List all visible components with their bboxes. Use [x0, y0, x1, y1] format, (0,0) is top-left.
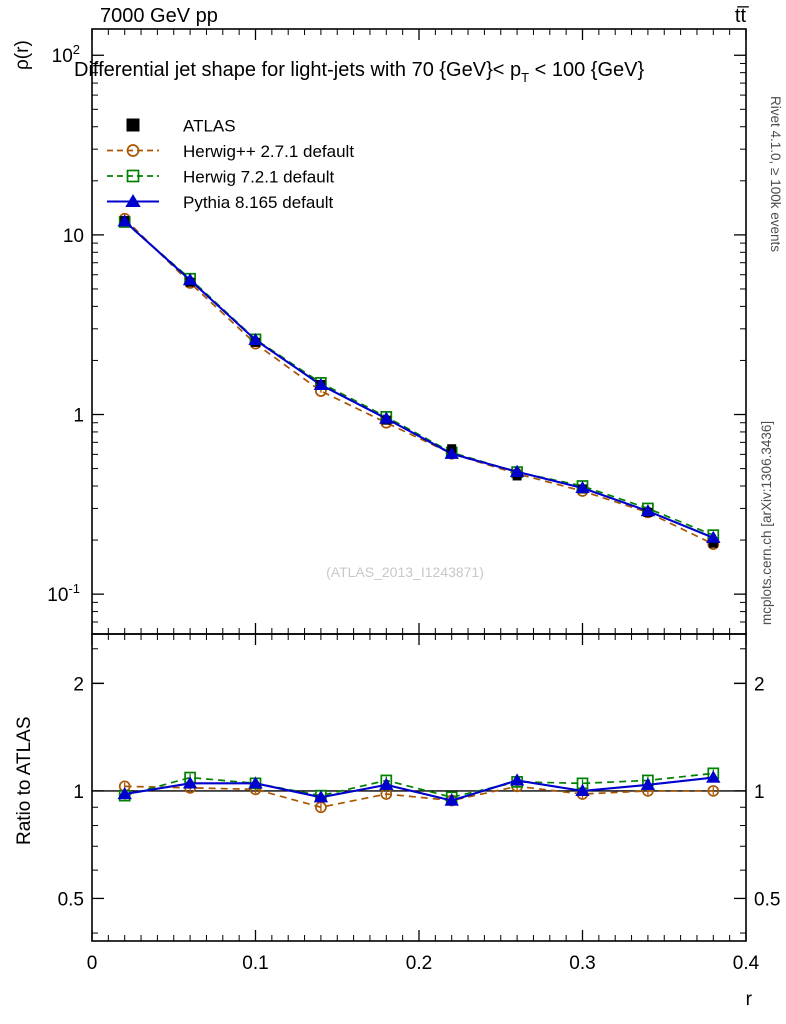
ratio-y-tick-label-right: 0.5: [754, 889, 780, 910]
x-axis-ticks: 0 0.1 0.2 0.3 0.4: [87, 29, 760, 974]
main-y-tick-label: 10: [63, 226, 84, 247]
main-y-axis-ticks: 102 10 1 10-1: [47, 42, 746, 635]
legend: ATLAS Herwig++ 2.7.1 default Herwig 7.2.1 …: [107, 117, 354, 212]
data-marker: [640, 504, 655, 517]
data-marker: [444, 446, 459, 459]
data-marker: [510, 464, 525, 477]
x-tick-label: 0.4: [733, 953, 760, 974]
legend-label: Herwig++ 2.7.1 default: [183, 142, 354, 161]
data-marker: [313, 790, 328, 803]
ratio-y-tick-label-left: 0.5: [58, 889, 84, 910]
data-marker: [183, 273, 198, 286]
data-marker: [640, 777, 655, 790]
data-marker: [126, 118, 140, 132]
rivet-version-label: Rivet 4.1.0, ≥ 100k events: [768, 96, 783, 252]
data-marker: [126, 169, 140, 183]
data-marker: [706, 770, 721, 783]
main-y-axis-label: ρ(r): [12, 40, 33, 70]
ratio-y-axis-label: Ratio to ATLAS: [14, 717, 35, 846]
process-label: tt̅: [735, 5, 749, 27]
x-tick-label: 0: [87, 953, 98, 974]
main-panel-data: [117, 212, 721, 550]
data-line: [124, 772, 714, 799]
data-line: [124, 221, 714, 536]
data-marker: [313, 378, 328, 391]
data-line: [124, 776, 714, 802]
data-marker: [575, 481, 590, 494]
ratio-y-tick-label-right: 1: [754, 782, 765, 803]
data-marker: [125, 194, 141, 208]
x-tick-label: 0.1: [242, 953, 268, 974]
data-line: [124, 785, 714, 809]
data-marker: [707, 785, 720, 797]
header: 7000 GeV pp tt̅: [100, 5, 749, 27]
ratio-y-tick-label-left: 2: [73, 674, 84, 695]
x-tick-label: 0.3: [569, 953, 595, 974]
data-line: [124, 218, 714, 545]
legend-label: ATLAS: [183, 117, 236, 136]
main-y-tick-label: 1: [73, 406, 84, 427]
x-axis-label: r: [746, 989, 753, 1010]
legend-label: Herwig 7.2.1 default: [183, 168, 334, 187]
data-marker: [379, 411, 394, 424]
data-marker: [248, 333, 263, 346]
main-y-tick-label: 10-1: [47, 581, 80, 606]
legend-label: Pythia 8.165 default: [183, 193, 334, 212]
x-tick-label: 0.2: [406, 953, 432, 974]
ratio-panel-data: [92, 767, 746, 814]
data-marker: [510, 773, 525, 786]
data-marker: [706, 530, 721, 543]
beam-energy-label: 7000 GeV pp: [100, 5, 218, 27]
plot-title: Differential jet shape for light-jets wi…: [74, 59, 644, 85]
data-marker: [575, 784, 590, 796]
data-marker: [379, 777, 394, 790]
data-line: [123, 220, 714, 539]
mcplots-reference-label: mcplots.cern.ch [arXiv:1306.3436]: [759, 421, 774, 625]
data-marker: [183, 776, 198, 789]
main-y-tick-label: 102: [52, 42, 80, 67]
ratio-y-tick-label-left: 1: [73, 782, 84, 803]
data-marker: [248, 776, 263, 789]
data-marker: [117, 787, 132, 800]
analysis-watermark: (ATLAS_2013_I1243871): [326, 564, 484, 580]
data-marker: [444, 793, 459, 806]
ratio-y-tick-label-right: 2: [754, 674, 765, 695]
data-marker: [126, 144, 140, 157]
data-marker: [117, 214, 132, 227]
